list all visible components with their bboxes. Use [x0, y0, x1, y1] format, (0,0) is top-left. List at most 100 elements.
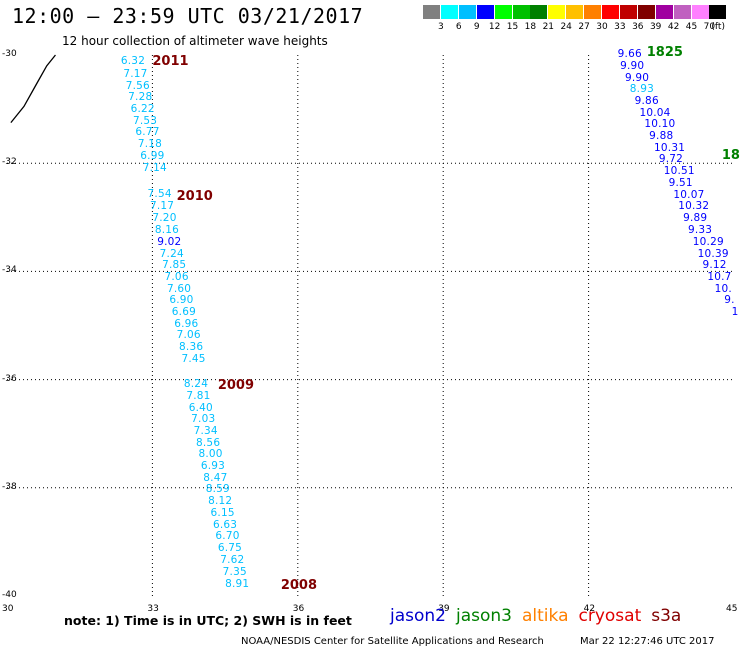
swh-value: 9.02 [157, 235, 182, 248]
colorbar-swatch [530, 5, 548, 19]
swh-value: 10.29 [692, 235, 724, 248]
swh-value: 9.12 [702, 258, 727, 271]
swh-value: 8.24 [183, 377, 209, 390]
legend-item-cryosat: cryosat [578, 606, 642, 626]
swh-value: 7.06 [176, 329, 201, 342]
colorbar-swatch [673, 5, 691, 19]
lat-tick-label: -38 [2, 481, 17, 492]
colorbar-label: 30 [596, 22, 608, 32]
swh-value: 7.14 [142, 161, 167, 174]
swh-value: 1 [731, 305, 739, 318]
swh-value: 6.69 [171, 305, 196, 318]
lat-tick-label: -40 [2, 590, 17, 600]
pass-number: 2009 [217, 378, 255, 393]
pass-number: 1826 [721, 148, 740, 164]
swh-value: 7.56 [125, 79, 150, 92]
swh-value: 9.90 [620, 59, 645, 72]
generated-time: Mar 22 12:27:46 UTC 2017 [580, 636, 715, 647]
pass-number: 2011 [152, 54, 189, 70]
swh-value: 8.12 [208, 495, 233, 508]
satellite-legend: jason2 jason3 altika cryosat s3a [390, 606, 691, 626]
colorbar-label: 33 [614, 22, 626, 32]
lon-tick-label: 30 [2, 604, 14, 614]
pass-number: 2008 [280, 578, 318, 594]
colorbar-label: 42 [667, 22, 680, 32]
swh-value: 9. [724, 294, 735, 307]
pass-number: 1825 [646, 45, 683, 61]
colorbar-label: 6 [455, 22, 462, 32]
swh-value: 7.81 [186, 389, 211, 402]
colorbar-swatch [494, 5, 512, 19]
swh-value: 10. [714, 282, 732, 295]
swh-value: 7.60 [166, 282, 192, 295]
swh-value: 7.45 [181, 353, 206, 366]
colorbar-swatch [655, 5, 673, 19]
swh-value: 10.39 [697, 247, 729, 260]
colorbar-swatch [602, 5, 619, 19]
lon-tick-label: 39 [438, 604, 450, 614]
colorbar-label: 9 [473, 22, 480, 32]
swh-value: 9.86 [634, 94, 659, 107]
lon-tick-label: 45 [726, 604, 738, 614]
lon-tick-label: 33 [147, 604, 159, 614]
colorbar-swatch [637, 5, 655, 19]
swh-value: 6.63 [212, 518, 238, 531]
swh-value: 6.15 [210, 507, 235, 520]
colorbar-label: 36 [632, 22, 644, 32]
colorbar-label: 27 [578, 22, 590, 32]
swh-value: 8.00 [198, 448, 223, 461]
lat-tick-label: -32 [2, 157, 17, 168]
swh-value: 6.32 [120, 55, 146, 68]
colorbar-swatch [423, 5, 440, 19]
page-subtitle: 12 hour collection of altimeter wave hei… [62, 34, 328, 48]
swh-value: 6.93 [200, 460, 226, 473]
colorbar-swatch [619, 5, 637, 19]
colorbar-label: 39 [649, 22, 662, 32]
colorbar-swatch [709, 5, 727, 19]
swh-value: 9.90 [624, 71, 650, 84]
swh-value: 6.40 [188, 401, 213, 414]
swh-value: 9.33 [687, 223, 713, 236]
colorbar-swatch [548, 5, 566, 19]
swh-value: 7.62 [220, 553, 245, 566]
swh-value: 8.59 [205, 483, 230, 496]
swh-value: 9.51 [668, 177, 693, 190]
legend-item-jason3: jason3 [456, 606, 512, 626]
swh-value: 10.7 [707, 270, 732, 283]
legend-item-altika: altika [522, 606, 569, 626]
swh-value: 8.93 [629, 83, 654, 96]
colorbar-label: 45 [685, 22, 698, 32]
swh-value: 7.34 [193, 424, 218, 437]
swh-value: 7.03 [191, 413, 216, 426]
colorbar-swatch [566, 5, 584, 19]
swh-value: 7.06 [164, 270, 189, 283]
swh-value: 10.04 [639, 106, 671, 119]
swh-colorbar: 3 6 9 12 15 18 21 24 27 30 33 36 39 42 45 70 (ft) [423, 5, 728, 35]
swh-value: 6.99 [140, 150, 165, 163]
swh-value: 6.70 [215, 530, 240, 543]
colorbar-label: 24 [560, 22, 572, 32]
colorbar-label: 12 [488, 22, 501, 32]
swh-value: 8.91 [225, 577, 250, 590]
swh-value: 10.31 [654, 142, 686, 155]
lon-tick-label: 42 [583, 604, 596, 614]
swh-value: 7.20 [152, 212, 177, 225]
credit-line: NOAA/NESDIS Center for Satellite Applica… [241, 636, 544, 647]
swh-value: 7.35 [222, 565, 247, 578]
swh-value: 9.89 [683, 212, 708, 225]
lat-tick-label: -30 [2, 49, 17, 59]
colorbar-swatch [584, 5, 602, 19]
swh-value: 9.88 [649, 130, 674, 143]
swh-value: 6.96 [174, 317, 199, 330]
swh-value: 6.90 [169, 294, 194, 307]
page-title: 12:00 – 23:59 UTC 03/21/2017 [12, 4, 364, 28]
swh-value: 8.47 [203, 472, 228, 485]
swh-value: 9.66 [617, 47, 642, 60]
lat-tick-label: -36 [2, 373, 17, 384]
pass-number: 2010 [176, 188, 213, 204]
colorbar-label: 15 [506, 22, 519, 32]
swh-value: 7.17 [123, 67, 148, 80]
swh-value: 10.10 [644, 118, 676, 131]
swh-value: 7.28 [128, 91, 153, 104]
